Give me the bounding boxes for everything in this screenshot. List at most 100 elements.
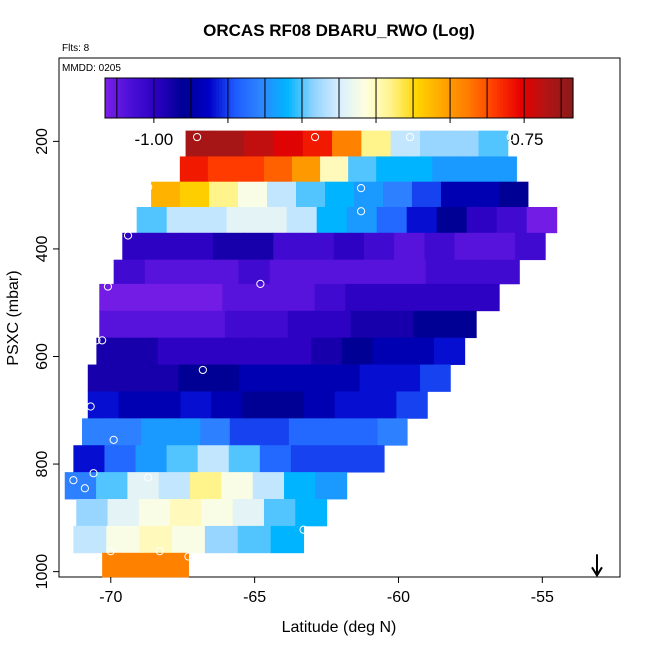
heatmap-cell	[135, 445, 168, 473]
heatmap-cell	[130, 310, 163, 339]
heatmap-cell	[376, 156, 405, 183]
colorbar-swatch	[359, 78, 363, 118]
heatmap-cell	[273, 232, 305, 261]
heatmap-cell	[348, 156, 377, 183]
heatmap-cell	[478, 130, 509, 157]
colorbar-swatch	[183, 78, 188, 118]
heatmap-cell	[316, 206, 348, 234]
colorbar-swatch	[201, 78, 206, 118]
heatmap-cell	[283, 283, 316, 312]
heatmap-cell	[315, 472, 348, 500]
heatmap-cell	[286, 206, 318, 234]
heatmap-cell	[219, 337, 251, 365]
colorbar-swatch	[236, 78, 241, 118]
colorbar-swatch	[356, 78, 361, 118]
colorbar-swatch	[257, 78, 261, 118]
heatmap-cell	[514, 232, 546, 261]
heatmap-cell	[159, 552, 189, 578]
heatmap-cell	[196, 206, 228, 234]
heatmap-cell	[256, 206, 288, 234]
heatmap-cell	[394, 259, 427, 285]
heatmap-cell	[267, 181, 297, 208]
colorbar-swatch	[125, 78, 129, 118]
heatmap-cell	[496, 206, 528, 234]
colorbar-swatch	[339, 78, 343, 118]
heatmap-cell	[353, 445, 385, 473]
heatmap-cell	[191, 283, 223, 312]
sample-point	[106, 547, 115, 556]
colorbar-swatch	[213, 78, 217, 118]
colorbar	[104, 77, 574, 119]
colorbar-swatch	[377, 78, 381, 118]
sample-point	[198, 365, 207, 375]
sample-point	[506, 132, 515, 142]
colorbar-swatch	[476, 78, 480, 118]
sample-points	[69, 132, 590, 561]
sample-point	[144, 473, 153, 482]
colorbar-swatch	[131, 78, 135, 118]
heatmap-cell	[102, 552, 132, 578]
heatmap-cell	[346, 206, 378, 234]
sample-point	[144, 182, 153, 192]
sample-point	[405, 132, 415, 142]
heatmap-cell	[361, 130, 392, 157]
sample-point	[89, 469, 98, 478]
colorbar-swatch	[306, 78, 311, 118]
heatmap-cell	[390, 130, 421, 157]
heatmap-cell	[280, 337, 312, 365]
heatmap-cell	[432, 156, 461, 183]
heatmap-cell	[151, 181, 181, 208]
heatmap-cell	[113, 259, 146, 285]
heatmap-cell	[320, 156, 349, 183]
heatmap-cell	[350, 310, 383, 339]
heatmap-cell	[288, 418, 319, 446]
heatmap-cell	[76, 499, 109, 527]
end-marker	[591, 554, 603, 578]
heatmap-cell	[259, 445, 292, 473]
heatmap-cell	[440, 181, 471, 208]
colorbar-swatch	[391, 78, 396, 118]
colorbar-swatch	[365, 78, 369, 118]
colorbar-swatch	[224, 78, 229, 118]
colorbar-swatch	[295, 78, 299, 118]
heatmap-cell	[420, 364, 451, 392]
heatmap-cell	[526, 206, 558, 234]
heatmap-cell	[136, 206, 168, 234]
heatmap-cell	[406, 283, 439, 312]
colorbar-swatch	[280, 78, 285, 118]
heatmap-cell	[332, 130, 362, 157]
colorbar-swatch	[283, 78, 287, 118]
colorbar-swatch	[368, 78, 372, 118]
heatmap-cell	[222, 283, 254, 312]
heatmap-cell	[180, 181, 210, 208]
colorbar-swatch	[207, 78, 211, 118]
x-tick-label: -65	[243, 589, 266, 606]
colorbar-swatch	[274, 78, 279, 118]
heatmap-cell	[144, 259, 177, 285]
heatmap-cell	[436, 206, 468, 234]
colorbar-swatch	[420, 78, 425, 118]
heatmap-cell	[456, 259, 489, 285]
heatmap-cell	[117, 364, 149, 392]
heatmap-cell	[209, 181, 239, 208]
colorbar-swatch	[488, 78, 492, 118]
heatmap-cell	[122, 232, 153, 261]
sample-point	[310, 132, 320, 142]
heatmap-cell	[381, 310, 414, 339]
colorbar-swatch	[517, 78, 521, 118]
heatmap-cell	[269, 259, 302, 285]
heatmap-cell	[238, 364, 270, 392]
heatmap-cell	[172, 525, 206, 554]
sample-point	[103, 282, 113, 291]
heatmap-cell	[170, 499, 202, 527]
heatmap-cell	[224, 310, 257, 339]
heatmap-cells	[64, 130, 558, 578]
heatmap-cell	[190, 472, 222, 500]
colorbar-swatch	[429, 78, 434, 118]
colorbar-swatch	[479, 78, 483, 118]
heatmap-cell	[226, 206, 258, 234]
heatmap-cell	[334, 391, 367, 419]
heatmap-cell	[111, 418, 142, 446]
heatmap-cell	[176, 259, 208, 285]
heatmap-cell	[99, 310, 132, 339]
